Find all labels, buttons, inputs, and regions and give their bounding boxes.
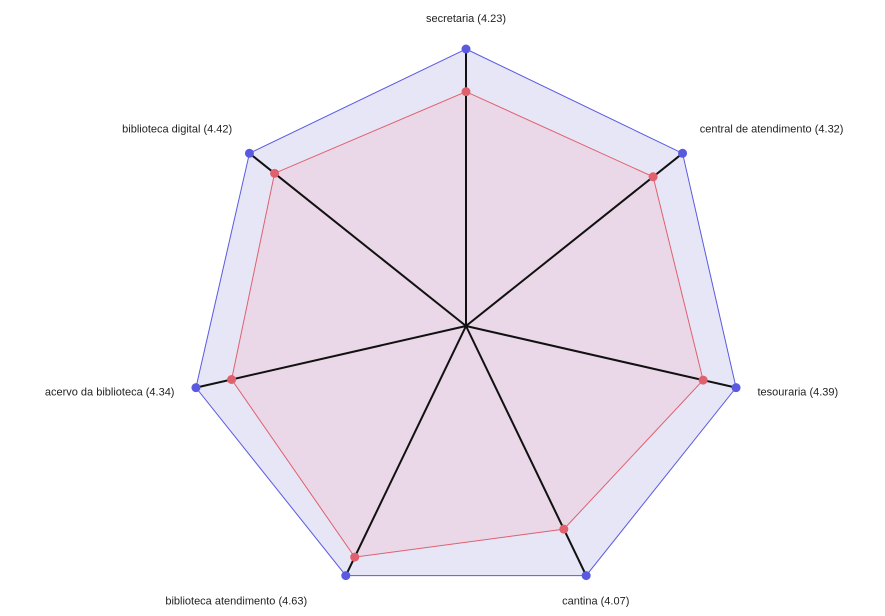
value-point — [350, 552, 360, 562]
value-point — [270, 168, 280, 178]
axis-label: secretaria (4.23) — [426, 13, 506, 25]
frame-point — [678, 148, 688, 158]
axis-label: biblioteca digital (4.42) — [122, 123, 232, 135]
axis-label: acervo da biblioteca (4.34) — [45, 386, 175, 398]
axis-label: cantina (4.07) — [562, 595, 629, 607]
spoke — [465, 152, 684, 327]
axis-label: tesouraria (4.39) — [758, 386, 839, 398]
frame-point — [244, 148, 254, 158]
frame-point — [191, 383, 201, 393]
frame-point — [461, 44, 471, 54]
spoke — [248, 152, 467, 327]
spoke — [465, 325, 588, 577]
axis-label: biblioteca atendimento (4.63) — [165, 595, 307, 607]
spoke — [465, 325, 737, 389]
frame-point — [341, 571, 351, 581]
axis-label: central de atendimento (4.32) — [700, 123, 844, 135]
value-point — [559, 524, 569, 534]
value-point — [648, 172, 658, 182]
spoke — [195, 325, 467, 389]
value-point — [698, 375, 708, 385]
value-point — [461, 87, 471, 97]
spoke — [344, 325, 467, 577]
value-point — [227, 375, 237, 385]
frame-point — [731, 383, 741, 393]
frame-point — [581, 571, 591, 581]
